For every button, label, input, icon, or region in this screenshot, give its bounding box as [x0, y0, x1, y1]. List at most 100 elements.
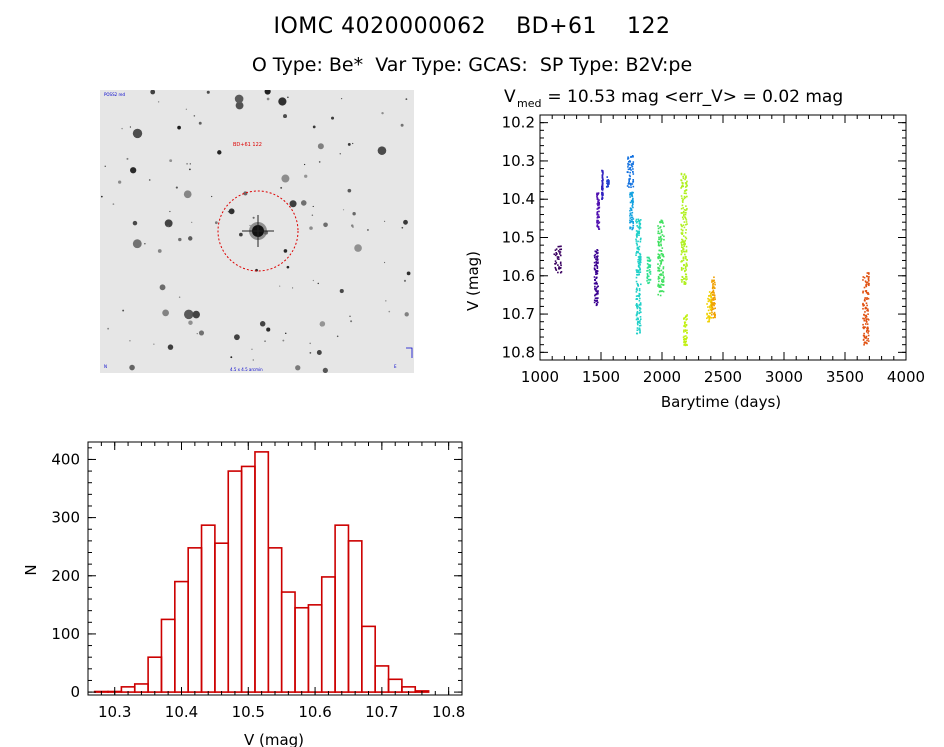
lc-point: [684, 216, 686, 219]
lc-point: [864, 323, 867, 325]
lc-point: [597, 204, 599, 207]
star: [184, 309, 194, 320]
lc-point: [649, 278, 652, 281]
star: [264, 90, 271, 95]
lc-point: [685, 205, 687, 207]
star: [281, 174, 290, 183]
star: [162, 309, 169, 317]
lc-point: [681, 200, 684, 202]
lc-point: [638, 320, 640, 323]
lc-point: [710, 303, 713, 305]
lc-point: [867, 291, 869, 294]
lc-point: [638, 234, 640, 236]
lc-point: [681, 182, 684, 184]
lc-point: [863, 332, 865, 335]
star: [349, 315, 351, 317]
lc-point: [683, 209, 686, 211]
lc-point: [684, 341, 687, 344]
lc-point: [556, 252, 558, 255]
hist-bar: [387, 678, 403, 693]
lc-point: [638, 230, 641, 233]
star: [339, 153, 341, 155]
lc-point: [661, 234, 664, 236]
lc-point: [635, 295, 638, 297]
lc-point: [684, 211, 687, 214]
lc-point: [710, 292, 712, 295]
lc-point: [659, 232, 661, 235]
lc-point: [632, 173, 635, 175]
lc-point: [708, 295, 710, 297]
lc-point: [660, 274, 662, 277]
lc-point: [714, 314, 716, 316]
lc-ytick-label: 10.7: [502, 305, 535, 323]
lc-point: [595, 271, 598, 274]
lc-point: [683, 277, 685, 280]
lc-point: [686, 278, 688, 280]
lc-point: [683, 173, 686, 175]
lc-point: [629, 161, 632, 163]
lc-point: [639, 324, 642, 327]
star: [401, 226, 404, 229]
star: [188, 168, 191, 171]
lc-point: [636, 322, 639, 325]
lc-point: [863, 276, 866, 279]
star: [406, 271, 411, 276]
star: [252, 216, 255, 219]
lc-point: [638, 257, 641, 259]
lc-point: [685, 269, 687, 271]
lc-point: [596, 198, 599, 200]
lc-point: [680, 186, 683, 188]
lc-point: [595, 261, 598, 263]
lc-point: [680, 195, 683, 197]
lc-point: [631, 192, 634, 194]
star: [291, 287, 294, 289]
lc-point: [863, 318, 865, 320]
lc-point: [864, 341, 867, 344]
star: [300, 200, 307, 206]
lc-point: [594, 250, 597, 253]
lc-point: [557, 250, 560, 252]
lc-point: [602, 193, 604, 195]
star: [252, 359, 254, 361]
lc-point: [868, 284, 870, 287]
lc-point: [631, 165, 634, 168]
lc-point: [601, 177, 604, 179]
lc-point: [685, 177, 687, 179]
star: [289, 200, 297, 208]
lc-point: [595, 276, 598, 279]
lc-point: [635, 240, 638, 242]
star: [336, 335, 339, 338]
lc-point: [711, 291, 713, 294]
lc-point: [602, 182, 604, 185]
lc-point: [629, 207, 632, 210]
lc-point: [601, 188, 604, 191]
lc-point: [646, 256, 649, 259]
lc-point: [636, 269, 639, 272]
lc-point: [657, 267, 660, 270]
lc-point: [638, 289, 641, 292]
lc-point: [661, 254, 664, 257]
lc-point: [594, 264, 597, 267]
lc-point: [707, 315, 710, 317]
lc-point: [627, 156, 629, 159]
lc-point: [659, 290, 662, 292]
hist-bar: [133, 683, 149, 693]
lc-point: [682, 259, 685, 262]
lc-point: [648, 264, 651, 266]
lc-point: [683, 317, 685, 320]
lc-point: [683, 213, 685, 216]
lc-point: [682, 241, 684, 243]
lc-point: [658, 236, 660, 239]
lc-point: [636, 225, 638, 227]
lc-point: [635, 242, 638, 244]
hist-xtick-label: 10.6: [298, 703, 331, 721]
lc-point: [647, 266, 650, 269]
lc-point: [685, 182, 688, 184]
lc-point: [593, 282, 596, 285]
lc-point: [635, 230, 638, 232]
star: [107, 327, 110, 330]
lc-point: [638, 273, 641, 276]
lc-point: [863, 327, 865, 330]
lc-point: [682, 235, 685, 237]
target-label: BD+61 122: [233, 142, 262, 148]
